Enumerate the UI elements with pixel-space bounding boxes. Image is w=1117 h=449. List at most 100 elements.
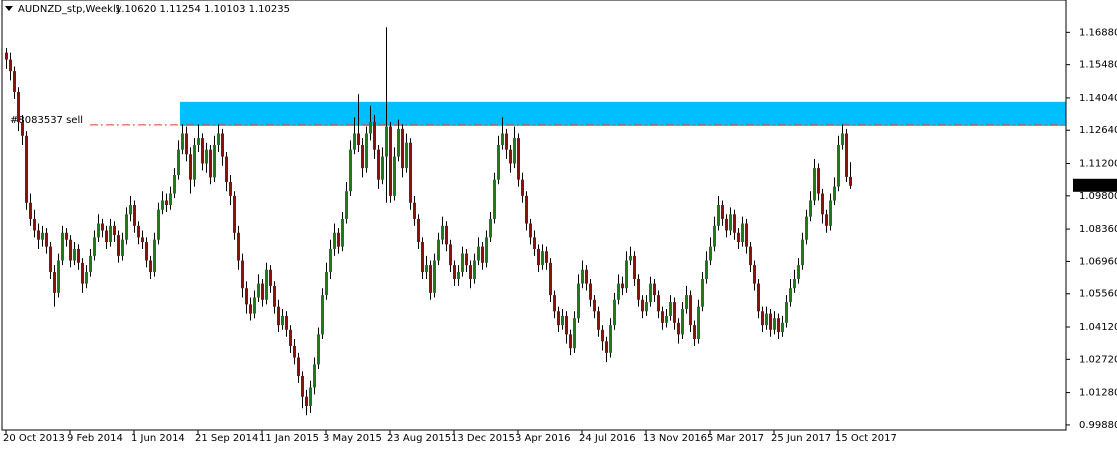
bear-body (593, 299, 596, 312)
bull-body (309, 387, 312, 406)
bear-body (233, 195, 236, 233)
bear-body (505, 133, 508, 150)
bull-body (153, 239, 156, 273)
bear-body (777, 318, 780, 333)
bear-body (249, 304, 252, 314)
bear-body (225, 156, 228, 182)
bull-body (781, 322, 784, 333)
bull-body (489, 218, 492, 238)
bull-body (109, 225, 112, 243)
x-tick-label: 13 Dec 2015 (451, 433, 515, 444)
bear-body (37, 230, 40, 240)
bear-body (297, 357, 300, 376)
bear-body (653, 283, 656, 296)
bear-body (449, 244, 452, 266)
bear-body (545, 251, 548, 263)
menu-arrow[interactable] (5, 6, 13, 11)
bear-body (49, 246, 52, 273)
bear-body (465, 253, 468, 266)
x-tick-label: 23 Aug 2015 (387, 433, 451, 444)
bear-body (101, 223, 104, 231)
bull-body (717, 205, 720, 226)
bull-body (97, 223, 100, 238)
bull-body (265, 269, 268, 300)
y-tick-label: 1.15480 (1079, 60, 1117, 71)
bear-body (285, 315, 288, 330)
bull-body (685, 295, 688, 309)
bull-body (253, 297, 256, 314)
bear-body (725, 218, 728, 231)
bear-body (29, 202, 32, 219)
x-tick-label: 15 Oct 2017 (835, 433, 897, 444)
y-tick-label: 1.06960 (1079, 256, 1117, 267)
bull-body (577, 283, 580, 319)
bear-body (293, 345, 296, 358)
bear-body (165, 200, 168, 206)
bull-body (125, 214, 128, 240)
y-tick-label: 1.09800 (1079, 191, 1117, 202)
y-tick-label: 1.11200 (1079, 159, 1117, 170)
bull-body (477, 246, 480, 261)
bear-body (769, 313, 772, 330)
bull-body (617, 283, 620, 300)
bear-body (693, 325, 696, 340)
bull-body (473, 260, 476, 279)
bull-body (161, 200, 164, 210)
bear-body (289, 329, 292, 346)
bear-body (357, 133, 360, 146)
bear-body (749, 246, 752, 266)
bear-body (533, 237, 536, 249)
bear-body (733, 214, 736, 233)
bull-body (697, 306, 700, 340)
bear-body (33, 218, 36, 231)
bull-body (457, 272, 460, 279)
y-tick-label: 1.08360 (1079, 224, 1117, 235)
bear-body (81, 262, 84, 284)
bear-body (585, 269, 588, 284)
bull-body (497, 145, 500, 180)
y-tick-label: 1.14040 (1079, 93, 1117, 104)
bear-body (453, 265, 456, 279)
bull-body (329, 248, 332, 273)
bear-body (849, 176, 852, 186)
bear-body (401, 128, 404, 169)
bull-body (709, 246, 712, 261)
bull-body (681, 308, 684, 335)
bull-body (369, 121, 372, 134)
bull-body (89, 255, 92, 273)
bear-body (21, 121, 24, 136)
bull-body (193, 145, 196, 180)
bear-body (337, 232, 340, 247)
bull-body (501, 133, 504, 146)
bear-body (569, 334, 572, 349)
bull-body (773, 318, 776, 330)
bear-body (25, 135, 28, 203)
header-high: 1.11254 (160, 4, 201, 15)
bull-body (317, 334, 320, 365)
bear-body (377, 149, 380, 180)
bull-body (281, 315, 284, 326)
bull-body (841, 133, 844, 146)
y-tick-label: 1.01280 (1079, 388, 1117, 399)
bear-body (549, 262, 552, 296)
bull-body (157, 209, 160, 240)
bull-body (61, 232, 64, 261)
bear-body (305, 396, 308, 406)
bear-body (145, 242, 148, 261)
bull-body (701, 278, 704, 307)
y-tick-label: 1.05560 (1079, 289, 1117, 300)
x-tick-label: 9 Feb 2014 (67, 433, 123, 444)
bull-body (385, 126, 388, 157)
bear-body (429, 265, 432, 293)
bear-body (469, 265, 472, 279)
bear-body (65, 232, 68, 240)
bull-body (461, 253, 464, 273)
bull-body (381, 156, 384, 180)
bear-body (9, 59, 12, 72)
bull-body (837, 145, 840, 187)
bear-body (757, 283, 760, 312)
bear-body (637, 278, 640, 300)
bear-body (389, 126, 392, 196)
